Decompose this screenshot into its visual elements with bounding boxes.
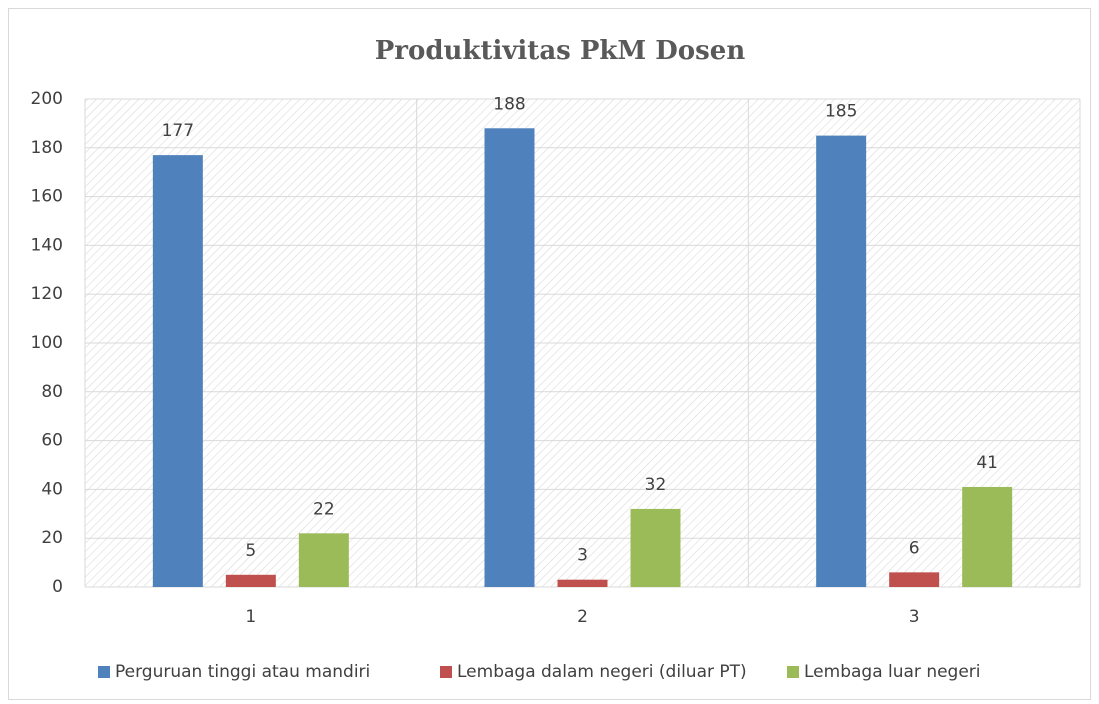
legend-swatch xyxy=(98,666,110,678)
y-tick-label: 200 xyxy=(31,89,63,109)
legend-label: Lembaga luar negeri xyxy=(804,662,981,682)
bar xyxy=(630,508,681,587)
data-label: 41 xyxy=(976,453,998,473)
y-tick-label: 40 xyxy=(41,479,63,499)
bar xyxy=(962,486,1013,587)
data-label: 177 xyxy=(162,121,194,141)
data-label: 32 xyxy=(645,475,667,495)
legend-label: Lembaga dalam negeri (diluar PT) xyxy=(457,662,747,682)
y-tick-label: 80 xyxy=(41,382,63,402)
data-label: 185 xyxy=(825,102,857,122)
data-label: 22 xyxy=(313,499,335,519)
y-tick-label: 180 xyxy=(31,138,63,158)
x-tick-label: 2 xyxy=(577,607,588,627)
bar xyxy=(889,572,940,587)
x-tick-label: 1 xyxy=(245,607,256,627)
y-tick-label: 60 xyxy=(41,431,63,451)
legend-label: Perguruan tinggi atau mandiri xyxy=(115,662,370,682)
bar xyxy=(225,574,276,587)
legend-swatch xyxy=(787,666,799,678)
y-tick-label: 140 xyxy=(31,235,63,255)
legend-swatch xyxy=(440,666,452,678)
bar xyxy=(484,128,535,587)
data-label: 3 xyxy=(577,546,588,566)
bar xyxy=(152,155,203,587)
data-label: 5 xyxy=(245,541,256,561)
bar xyxy=(298,533,349,587)
y-tick-label: 160 xyxy=(31,187,63,207)
bar xyxy=(557,579,608,587)
y-tick-label: 120 xyxy=(31,284,63,304)
y-tick-label: 100 xyxy=(31,333,63,353)
data-label: 188 xyxy=(493,94,525,114)
bar xyxy=(816,135,867,587)
x-tick-label: 3 xyxy=(909,607,920,627)
chart-title: Produktivitas PkM Dosen xyxy=(375,36,746,66)
y-tick-label: 0 xyxy=(52,577,63,597)
y-tick-label: 20 xyxy=(41,528,63,548)
data-label: 6 xyxy=(909,538,920,558)
